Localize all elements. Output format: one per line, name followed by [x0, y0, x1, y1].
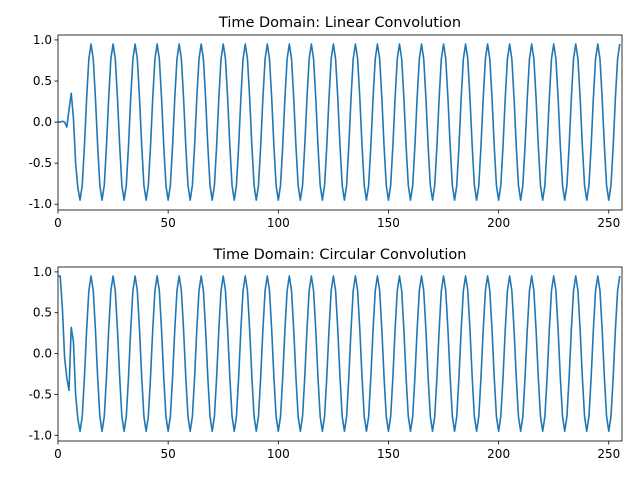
axes-frame [57, 34, 623, 211]
chart-title: Time Domain: Circular Convolution [213, 247, 467, 263]
x-tick-label: 250 [597, 216, 620, 230]
axes-frame [57, 266, 623, 442]
y-tick-label: 0.0 [33, 347, 52, 361]
x-tick-label: 100 [267, 216, 290, 230]
y-tick-label: 0.5 [33, 74, 52, 88]
y-tick-label: 0.0 [33, 115, 52, 129]
y-tick-label: 1.0 [33, 33, 52, 47]
chart-title: Time Domain: Linear Convolution [218, 15, 461, 31]
y-tick-label: -0.5 [29, 387, 52, 401]
y-tick-label: -1.0 [29, 428, 52, 442]
x-tick-label: 150 [377, 216, 400, 230]
x-tick-label: 150 [377, 447, 400, 461]
x-tick-label: 0 [54, 216, 62, 230]
data-line [58, 43, 621, 201]
x-tick-label: 100 [267, 447, 290, 461]
x-tick-label: 200 [487, 216, 510, 230]
data-line [58, 275, 621, 433]
x-tick-label: 0 [54, 447, 62, 461]
x-tick-label: 200 [487, 447, 510, 461]
y-tick-label: 0.5 [33, 306, 52, 320]
x-tick-label: 250 [597, 447, 620, 461]
y-tick-label: 1.0 [33, 265, 52, 279]
y-tick-label: -0.5 [29, 156, 52, 170]
x-tick-label: 50 [161, 447, 176, 461]
x-tick-label: 50 [161, 216, 176, 230]
y-tick-label: -1.0 [29, 197, 52, 211]
